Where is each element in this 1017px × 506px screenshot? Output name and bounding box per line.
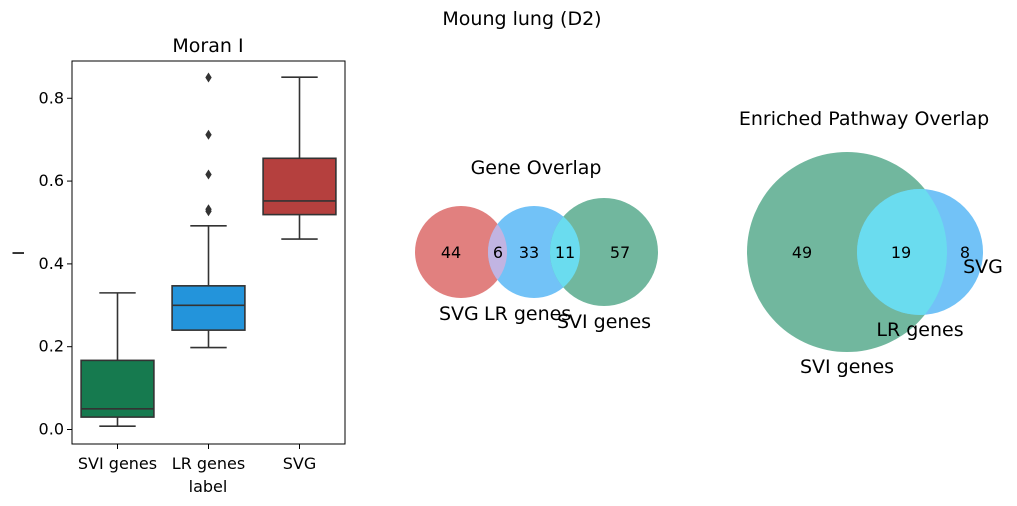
outlier-point xyxy=(205,169,212,180)
venn-region-lr-svi: 11 xyxy=(555,243,575,262)
pathway-overlap-title: Enriched Pathway Overlap xyxy=(739,108,989,130)
venn-set-label-svi-genes: SVI genes xyxy=(557,311,651,333)
pathway-region-lr-svi: 19 xyxy=(891,243,911,262)
x-tick-label: SVG xyxy=(283,454,317,473)
y-tick-label: 0.4 xyxy=(39,254,64,273)
boxplot-boxes xyxy=(80,72,337,427)
pathway-set-label-svg: SVG xyxy=(963,256,1003,278)
y-tick-label: 0.2 xyxy=(39,337,64,356)
venn-set-label-lr-genes: LR genes xyxy=(484,303,571,325)
y-tick-label: 0.6 xyxy=(39,171,64,190)
iqr-box xyxy=(262,157,337,216)
venn-region-svg-lr: 6 xyxy=(493,243,503,262)
figure-suptitle: Moung lung (D2) xyxy=(442,8,601,30)
venn-region-svi-only: 57 xyxy=(610,243,630,262)
pathway-overlap-venn: Enriched Pathway Overlap 49 19 8 SVI gen… xyxy=(739,108,1003,378)
venn-set-label-svg: SVG xyxy=(439,303,479,325)
pathway-region-svg-only: 8 xyxy=(960,243,970,262)
x-tick-label: SVI genes xyxy=(78,454,157,473)
pathway-overlap-lr-genes xyxy=(857,189,947,315)
y-tick-label: 0.8 xyxy=(39,88,64,107)
iqr-box xyxy=(80,359,155,418)
outlier-point xyxy=(205,204,212,215)
box-lr-genes xyxy=(171,72,246,349)
pathway-region-svi-only: 49 xyxy=(792,243,812,262)
gene-overlap-venn: Gene Overlap 44 6 33 11 57 SVG LR genes … xyxy=(415,157,658,333)
x-tick-label: LR genes xyxy=(172,454,245,473)
pathway-set-label-svi-genes: SVI genes xyxy=(800,356,894,378)
box-svg xyxy=(262,76,337,240)
venn-region-svg-only: 44 xyxy=(441,243,461,262)
iqr-box xyxy=(171,285,246,331)
boxplot-y-axis: 0.0 0.2 0.4 0.6 0.8 xyxy=(39,88,72,439)
outlier-point xyxy=(205,72,212,83)
boxplot-xlabel: label xyxy=(189,477,228,496)
venn-overlap-lr-svi xyxy=(550,206,580,298)
boxplot-title: Moran I xyxy=(172,35,243,57)
gene-overlap-title: Gene Overlap xyxy=(471,157,602,179)
venn-circle-svi-genes xyxy=(550,198,658,306)
boxplot-x-axis: SVI genes LR genes SVG xyxy=(78,444,316,473)
y-tick-label: 0.0 xyxy=(39,420,64,439)
venn-region-lr-only: 33 xyxy=(519,243,539,262)
boxplot-ylabel: I xyxy=(9,251,28,256)
venn-circle-svg xyxy=(415,206,507,298)
moran-boxplot: Moran I 0.0 0.2 0.4 0.6 0.8 SVI genes LR gene… xyxy=(9,35,346,496)
pathway-set-label-lr-genes: LR genes xyxy=(876,319,963,341)
box-svi-genes xyxy=(80,292,155,427)
outlier-point xyxy=(205,129,212,140)
